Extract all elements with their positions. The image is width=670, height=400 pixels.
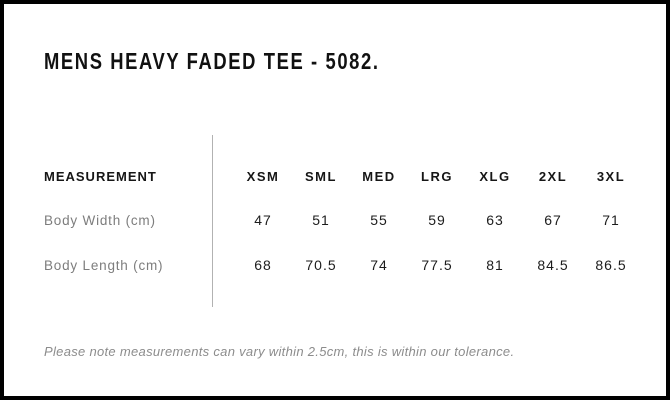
column-header-lrg: LRG [421,168,453,184]
body-width-value-med: 55 [370,212,388,228]
row-label-body-length: Body Length (cm) [44,257,164,273]
table-row-body-width: Body Width (cm) 47 51 55 59 63 67 71 [44,210,640,230]
column-header-xlg: XLG [479,168,511,184]
table-row-body-length: Body Length (cm) 68 70.5 74 77.5 81 84.5… [44,255,640,275]
body-width-value-sml: 51 [312,212,330,228]
body-width-value-xsm: 47 [254,212,272,228]
body-length-value-med: 74 [370,257,388,273]
body-width-value-2xl: 67 [544,212,562,228]
body-length-value-lrg: 77.5 [421,257,453,273]
body-length-value-3xl: 86.5 [595,257,627,273]
tolerance-note: Please note measurements can vary within… [44,344,515,359]
table-header-row: MEASUREMENT XSM SML MED LRG XLG 2XL 3XL [44,166,640,186]
body-width-value-lrg: 59 [428,212,446,228]
column-header-3xl: 3XL [596,168,626,184]
body-length-value-sml: 70.5 [305,257,337,273]
body-length-value-xsm: 68 [254,257,272,273]
column-header-2xl: 2XL [538,168,568,184]
body-width-value-3xl: 71 [602,212,620,228]
column-header-sml: SML [305,168,337,184]
body-length-value-xlg: 81 [486,257,504,273]
row-label-body-width: Body Width (cm) [44,212,156,228]
column-header-measurement: MEASUREMENT [44,168,157,184]
product-title: MENS HEAVY FADED TEE - 5082. [44,48,380,74]
column-header-xsm: XSM [246,168,280,184]
column-header-med: MED [362,168,396,184]
body-length-value-2xl: 84.5 [537,257,569,273]
body-width-value-xlg: 63 [486,212,504,228]
table-vertical-divider [212,135,213,307]
